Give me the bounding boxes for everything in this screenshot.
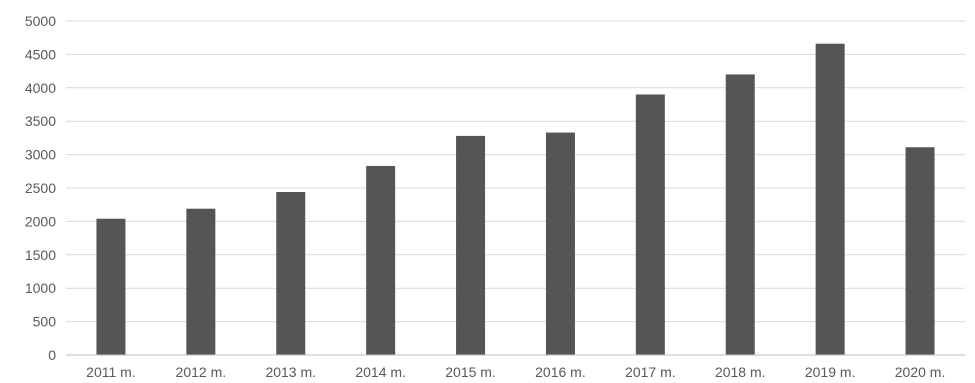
bars: [96, 43, 935, 355]
bar: [366, 165, 396, 355]
bar: [96, 218, 126, 355]
y-tick-label: 4500: [25, 46, 56, 62]
y-tick-label: 0: [48, 347, 56, 363]
bar: [635, 94, 665, 355]
x-tick-label: 2020 m.: [895, 364, 946, 380]
bar: [905, 147, 935, 355]
x-tick-label: 2011 m.: [86, 364, 136, 380]
x-tick-label: 2015 m.: [445, 364, 496, 380]
bar: [276, 192, 306, 355]
bar: [456, 135, 486, 355]
y-tick-label: 500: [33, 314, 57, 330]
bar: [725, 74, 755, 355]
x-tick-label: 2018 m.: [715, 364, 766, 380]
x-tick-label: 2019 m.: [805, 364, 856, 380]
bar: [186, 208, 216, 355]
y-tick-label: 3000: [25, 147, 56, 163]
y-axis-tick-labels: 0 500 1000 1500 2000 2500 3000 3500 4000 4500 5000: [25, 13, 56, 363]
x-tick-label: 2012 m.: [176, 364, 227, 380]
x-tick-label: 2017 m.: [625, 364, 676, 380]
x-tick-label: 2013 m.: [265, 364, 316, 380]
x-tick-label: 2016 m.: [535, 364, 586, 380]
x-tick-label: 2014 m.: [355, 364, 406, 380]
y-tick-label: 4000: [25, 80, 56, 96]
bar: [815, 43, 845, 355]
y-tick-label: 2000: [25, 213, 56, 229]
bar: [545, 132, 575, 355]
y-tick-label: 2500: [25, 180, 56, 196]
y-tick-label: 1000: [25, 280, 56, 296]
gridlines: [66, 20, 965, 323]
y-tick-label: 3500: [25, 113, 56, 129]
x-axis-tick-labels: 2011 m. 2012 m. 2013 m. 2014 m. 2015 m. 2016 …: [86, 364, 945, 380]
y-tick-label: 1500: [25, 247, 56, 263]
y-tick-label: 5000: [25, 13, 56, 29]
